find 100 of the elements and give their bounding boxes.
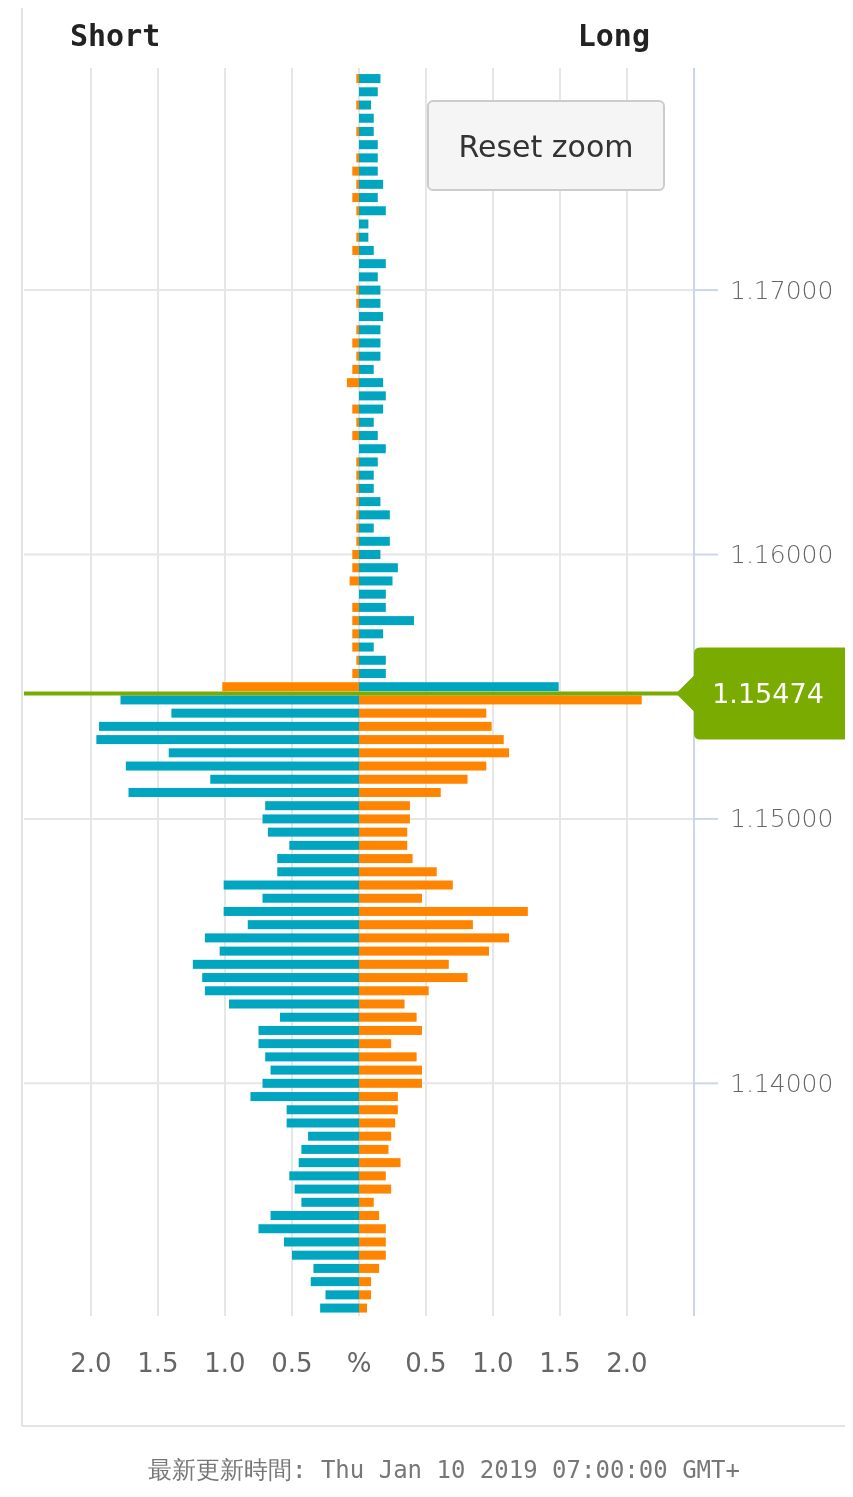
bar [359, 774, 468, 784]
bar [359, 735, 504, 745]
bar [359, 880, 453, 890]
x-tick-label: 0.5 [405, 1348, 447, 1378]
bar [359, 801, 410, 811]
bar [277, 854, 359, 864]
bar [359, 840, 408, 850]
bar [359, 854, 413, 864]
x-tick-label: 1.5 [539, 1348, 581, 1378]
bar [310, 1277, 359, 1287]
bar [359, 906, 528, 916]
x-tick-label: 1.0 [472, 1348, 514, 1378]
bar [219, 946, 359, 956]
bar [128, 787, 359, 797]
bar [301, 1197, 359, 1207]
x-tick-label: 2.0 [606, 1348, 648, 1378]
bar [250, 1092, 359, 1102]
bar [229, 999, 359, 1009]
bar [262, 814, 359, 824]
y-tick-label: 1.17000 [730, 275, 834, 305]
bar [359, 708, 487, 718]
bar [359, 1052, 417, 1062]
y-tick-label: 1.14000 [730, 1068, 834, 1098]
bar [359, 999, 405, 1009]
bar [359, 1131, 392, 1141]
bar [359, 1211, 380, 1221]
bar [359, 1197, 374, 1207]
bar [359, 1263, 380, 1273]
y-tick-label: 1.16000 [730, 540, 834, 570]
x-tick-label: 2.0 [70, 1348, 112, 1378]
bar [359, 1144, 389, 1154]
bar [359, 761, 487, 771]
bar [298, 1158, 359, 1168]
bar [359, 814, 410, 824]
bar [99, 721, 359, 731]
bar [359, 933, 510, 943]
bar [262, 893, 359, 903]
bar [359, 1078, 422, 1088]
bar [223, 880, 359, 890]
bar [359, 1184, 392, 1194]
bar [359, 1237, 386, 1247]
bar [359, 1105, 398, 1115]
bar [192, 959, 359, 969]
bar [265, 801, 359, 811]
bar [359, 1303, 368, 1313]
bar [359, 1277, 372, 1287]
bar [359, 1025, 422, 1035]
bar [96, 735, 359, 745]
bar [267, 827, 359, 837]
bar [359, 1065, 422, 1075]
bar [359, 920, 473, 930]
bar [125, 761, 359, 771]
bar [292, 1250, 359, 1260]
bar [359, 973, 468, 983]
bar [283, 1237, 359, 1247]
bar [359, 1250, 386, 1260]
bar [359, 1158, 401, 1168]
bar [265, 1052, 359, 1062]
bar [359, 827, 408, 837]
bar [359, 867, 437, 877]
bar [286, 1118, 359, 1128]
x-tick-label: 1.5 [137, 1348, 179, 1378]
bar [258, 1025, 359, 1035]
bar [258, 1039, 359, 1049]
bar [313, 1263, 359, 1273]
bar [359, 986, 429, 996]
bar [359, 1092, 398, 1102]
bar [359, 1039, 392, 1049]
bar [277, 867, 359, 877]
bar [294, 1184, 359, 1194]
bar [168, 748, 359, 758]
bar [262, 1078, 359, 1088]
bar [210, 774, 359, 784]
bar [286, 1105, 359, 1115]
bar [359, 946, 489, 956]
text: Long [577, 18, 650, 53]
bar [359, 1012, 417, 1022]
bar [320, 1303, 359, 1313]
bar [359, 748, 510, 758]
bar [204, 933, 359, 943]
ref-line-label: 1.15474 [712, 678, 824, 710]
bar [359, 893, 422, 903]
bar [279, 1012, 359, 1022]
bar [202, 973, 359, 983]
bar [359, 959, 449, 969]
text: 最新更新時間: Thu Jan 10 2019 07:00:00 GMT+ [148, 1456, 740, 1484]
bar [204, 986, 359, 996]
bar [359, 1171, 386, 1181]
bar [289, 840, 359, 850]
bar [359, 1224, 386, 1234]
bar [359, 1290, 372, 1300]
bar [359, 1118, 396, 1128]
x-tick-label: 1.0 [204, 1348, 246, 1378]
bar [289, 1171, 359, 1181]
bar [301, 1144, 359, 1154]
bar [270, 1211, 359, 1221]
annotation: Reset zoom [458, 128, 634, 164]
bar [359, 787, 441, 797]
bar [359, 721, 492, 731]
y-tick-label: 1.15000 [730, 804, 834, 834]
